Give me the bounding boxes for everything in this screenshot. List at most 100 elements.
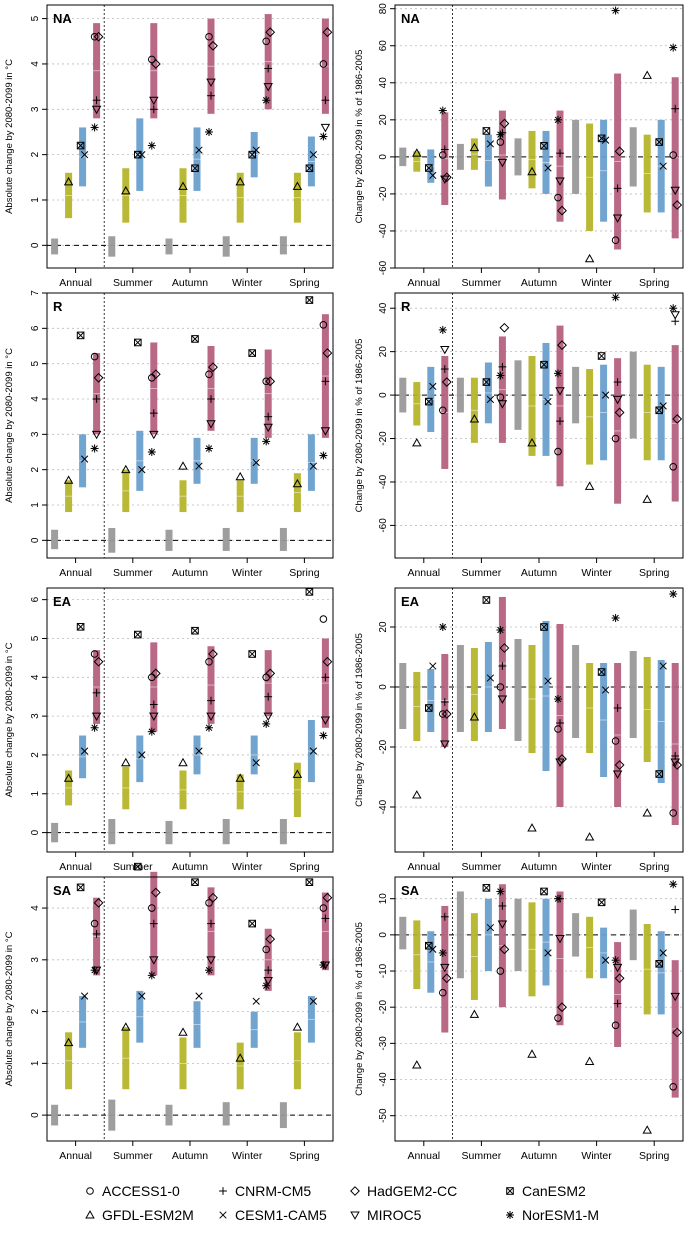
data-point [655,959,664,968]
marker-stroke [148,142,156,149]
data-point [147,141,156,150]
range-bar-reference [279,236,287,255]
data-point [90,352,99,361]
marker-diamond [350,1186,360,1196]
data-point [205,899,213,907]
marker-box [248,349,256,357]
data-point [482,596,491,604]
y-tick-label: 60 [378,40,389,52]
marker-stroke [262,96,270,104]
marker-triangle [527,823,537,832]
marker-triangle [149,712,159,722]
data-point [92,395,101,403]
data-point [309,462,318,470]
data-point [438,151,447,159]
data-point [469,414,480,423]
data-point [544,397,552,406]
marker-box [482,378,491,386]
marker-stroke [601,391,610,399]
marker-circle [554,725,562,733]
marker-circle [319,615,328,623]
legend-label: MIROC5 [367,1207,422,1223]
marker-triangle [584,1056,595,1065]
marker-circle [205,32,213,41]
range-bar-reference [514,360,522,430]
marker-triangle [320,427,331,436]
data-point [92,930,101,938]
marker-box [424,704,433,712]
marker-stroke [262,438,270,445]
marker-stroke [601,956,610,964]
x-tick-label: Annual [59,567,92,579]
legend-item: CESM1-CAM5 [219,1207,327,1223]
y-tick-label: 40 [378,77,389,89]
marker-triangle [527,1049,537,1058]
data-point [205,32,213,41]
marker-stroke [76,883,85,892]
data-point [424,164,433,172]
marker-stroke [439,623,447,631]
x-tick-label: Summer [462,277,502,289]
data-point [90,444,99,453]
legend-marker [219,1187,227,1195]
marker-circle [438,988,447,997]
marker-circle [438,151,447,159]
marker-triangle [178,757,188,767]
marker-stroke [205,966,213,974]
marker-stroke [597,898,606,906]
data-point [498,362,507,371]
marker-triangle [178,461,188,470]
legend-marker [85,1210,95,1219]
data-point [441,973,452,984]
marker-circle [262,377,271,386]
data-point [429,662,437,670]
data-point [195,747,203,755]
data-point [263,712,273,722]
marker-triangle [263,423,273,433]
data-point [613,999,622,1008]
data-point [76,331,85,340]
data-point [440,740,450,749]
range-bar-reference [456,377,464,413]
legend-label: ACCESS1-0 [102,1183,180,1199]
data-point [438,325,447,334]
data-point [80,150,89,159]
data-point [669,880,678,889]
range-bar-reference [572,119,580,194]
marker-diamond [614,146,625,157]
marker-circle [669,462,678,471]
x-tick-label: Annual [407,1150,440,1162]
x-tick-label: Autumn [172,861,208,873]
y-axis-label: Absolute change by 2080-2099 in °C [4,642,15,797]
marker-stroke [540,361,548,369]
y-tick-label: 0 [378,392,389,398]
data-point [556,149,564,158]
x-tick-label: Winter [232,277,263,289]
data-point [669,304,678,313]
plot-frame [394,292,684,559]
data-point [469,142,480,152]
marker-stroke [148,728,156,735]
chart-panel-ea-absolute: 0 1 2 3 4 5 6 Annual Summer Autumn Winter Spring EA A… [4,587,334,873]
data-point [429,171,437,180]
data-point [263,83,273,92]
marker-circle [262,37,271,46]
marker-triangle [469,1009,480,1018]
data-point [91,105,102,115]
x-tick-label: Spring [639,567,670,579]
y-tick-label: 7 [30,290,41,296]
data-point [205,657,213,666]
data-point [248,349,256,357]
marker-diamond [614,973,625,984]
data-point [138,751,146,759]
x-tick-label: Spring [289,861,320,873]
data-point [305,164,314,173]
data-point [554,193,562,202]
data-point [206,420,216,429]
marker-triangle [149,430,159,440]
marker-stroke [76,623,85,631]
marker-triangle [527,166,537,176]
marker-diamond [208,892,218,903]
data-point [134,630,142,639]
marker-diamond [499,118,510,129]
